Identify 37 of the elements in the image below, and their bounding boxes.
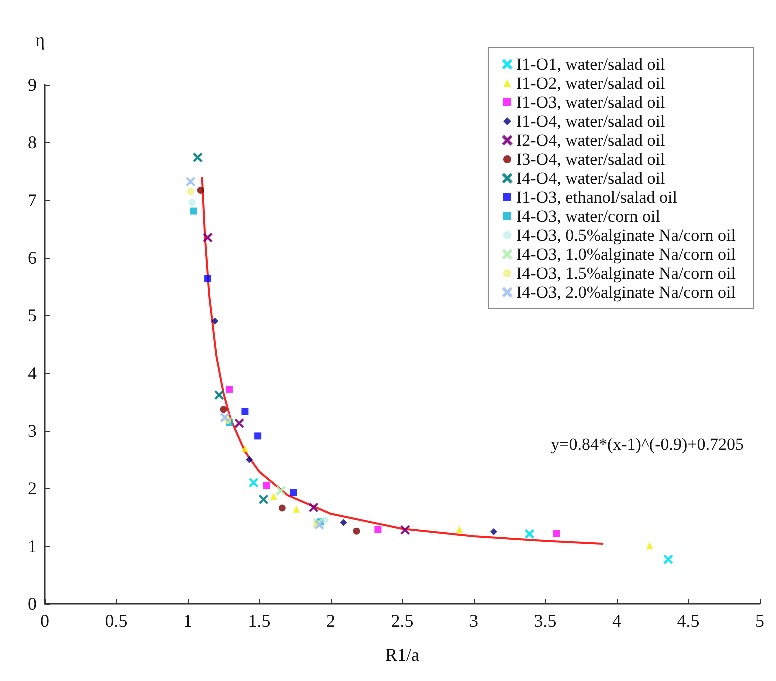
y-tick-label: 1 bbox=[28, 536, 37, 556]
y-tick-label: 5 bbox=[28, 306, 37, 326]
legend-label: I1-O2, water/salad oil bbox=[516, 74, 666, 93]
x-tick-label: 0 bbox=[40, 611, 50, 631]
legend-label: I1-O3, ethanol/salad oil bbox=[516, 188, 678, 207]
y-tick-label: 7 bbox=[28, 190, 37, 210]
x-tick-label: 5 bbox=[756, 611, 764, 631]
x-tick-label: 4.5 bbox=[677, 611, 700, 631]
legend-label: I4-O3, 1.5%alginate Na/corn oil bbox=[516, 264, 736, 283]
x-tick-label: 2.5 bbox=[391, 611, 414, 631]
legend-label: I1-O3, water/salad oil bbox=[516, 93, 666, 112]
x-tick-label: 3.5 bbox=[534, 611, 557, 631]
legend-label: I1-O1, water/salad oil bbox=[516, 55, 666, 74]
y-tick-label: 8 bbox=[28, 132, 37, 153]
x-tick-label: 1.5 bbox=[248, 611, 271, 631]
y-tick-label: 2 bbox=[28, 478, 37, 499]
x-tick-label: 0.5 bbox=[105, 611, 128, 631]
annotation: y=0.84*(x-1)^(-0.9)+0.7205 bbox=[551, 435, 744, 454]
x-tick-label: 2 bbox=[326, 611, 336, 631]
legend-label: I4-O3, 1.0%alginate Na/corn oil bbox=[516, 245, 736, 264]
legend-label: I4-O3, water/corn oil bbox=[516, 207, 661, 226]
x-tick-label: 4 bbox=[612, 611, 622, 631]
y-tick-label: 9 bbox=[28, 75, 37, 95]
x-axis-title: R1/a bbox=[386, 645, 420, 665]
legend-label: I2-O4, water/salad oil bbox=[516, 131, 666, 150]
y-tick-label: 0 bbox=[28, 594, 37, 614]
legend-label: I4-O3, 0.5%alginate Na/corn oil bbox=[516, 226, 736, 245]
y-axis-title: η bbox=[36, 30, 45, 50]
legend-label: I3-O4, water/salad oil bbox=[516, 150, 666, 169]
legend-label: I4-O4, water/salad oil bbox=[516, 169, 666, 188]
legend-label: I4-O3, 2.0%alginate Na/corn oil bbox=[516, 283, 736, 302]
y-tick-label: 4 bbox=[28, 363, 37, 384]
x-tick-label: 1 bbox=[184, 611, 192, 631]
y-tick-label: 6 bbox=[28, 248, 37, 268]
y-tick-label: 3 bbox=[28, 421, 37, 441]
x-tick-label: 3 bbox=[470, 611, 478, 631]
legend-label: I1-O4, water/salad oil bbox=[516, 112, 666, 131]
